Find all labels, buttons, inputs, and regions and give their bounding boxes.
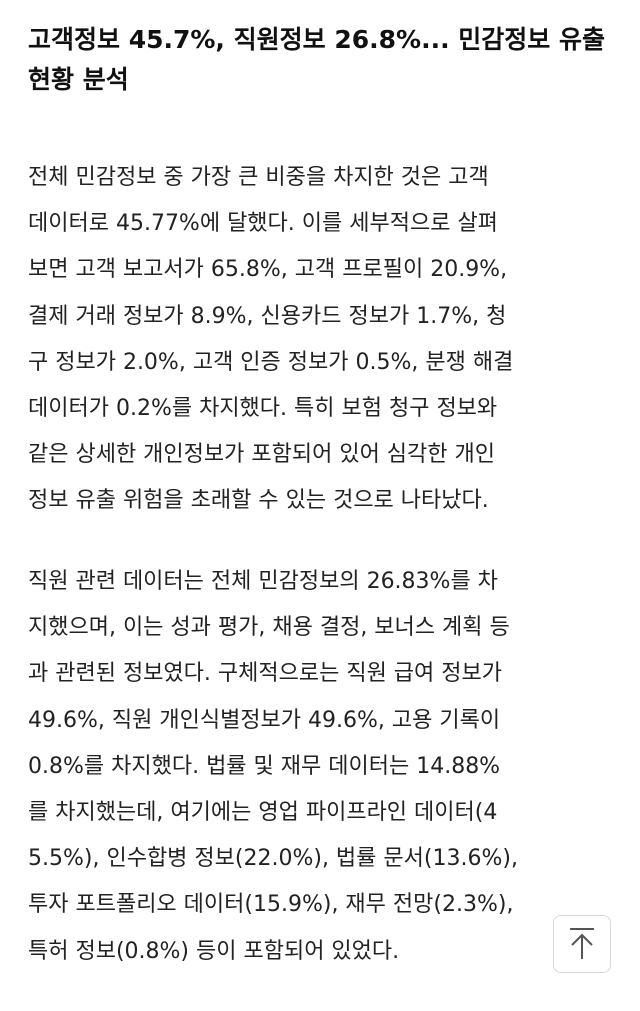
paragraph-line: 특허 정보(0.8%) 등이 포함되어 있었다. xyxy=(28,938,400,964)
paragraph-line: 보면 고객 보고서가 65.8%, 고객 프로필이 20.9%, xyxy=(28,257,508,283)
paragraph-line: 구 정보가 2.0%, 고객 인증 정보가 0.5%, 분쟁 해결 xyxy=(28,349,514,375)
paragraph-line: 직원 관련 데이터는 전체 민감정보의 26.83%를 차 xyxy=(28,569,498,594)
paragraph-line: 49.6%, 직원 개인식별정보가 49.6%, 고용 기록이 xyxy=(28,707,501,733)
up-arrow-icon xyxy=(570,928,594,959)
scroll-top-button[interactable] xyxy=(553,915,611,973)
paragraph-line: 정보 유출 위험을 초래할 수 있는 것으로 나타났다. xyxy=(28,488,489,514)
paragraph-line: 데이터가 0.2%를 차지했다. 특히 보험 청구 정보와 xyxy=(28,396,498,421)
paragraph-line: 전체 민감정보 중 가장 큰 비중을 차지한 것은 고객 xyxy=(28,165,489,190)
paragraph-line: 5.5%), 인수합병 정보(22.0%), 법률 문서(13.6%), xyxy=(28,846,518,872)
paragraph-line: 데이터로 45.77%에 달했다. 이를 세부적으로 살펴 xyxy=(28,211,498,237)
paragraph-line: 0.8%를 차지했다. 법률 및 재무 데이터는 14.88% xyxy=(28,753,501,779)
paragraph-line: 과 관련된 정보였다. 구체적으로는 직원 급여 정보가 xyxy=(28,661,502,687)
paragraph-line: 같은 상세한 개인정보가 포함되어 있어 심각한 개인 xyxy=(28,442,496,468)
paragraph-line: 결제 거래 정보가 8.9%, 신용카드 정보가 1.7%, 청 xyxy=(28,303,507,329)
paragraph-line: 투자 포트폴리오 데이터(15.9%), 재무 전망(2.3%), xyxy=(28,892,514,918)
title-line: 현황 분석 xyxy=(28,65,129,94)
title-line: 고객정보 45.7%, 직원정보 26.8%... 민감정보 유출 xyxy=(28,25,605,54)
paragraph-line: 를 차지했는데, 여기에는 영업 파이프라인 데이터(4 xyxy=(28,800,498,825)
paragraph-line: 지했으며, 이는 성과 평가, 채용 결정, 보너스 계획 등 xyxy=(28,615,510,641)
